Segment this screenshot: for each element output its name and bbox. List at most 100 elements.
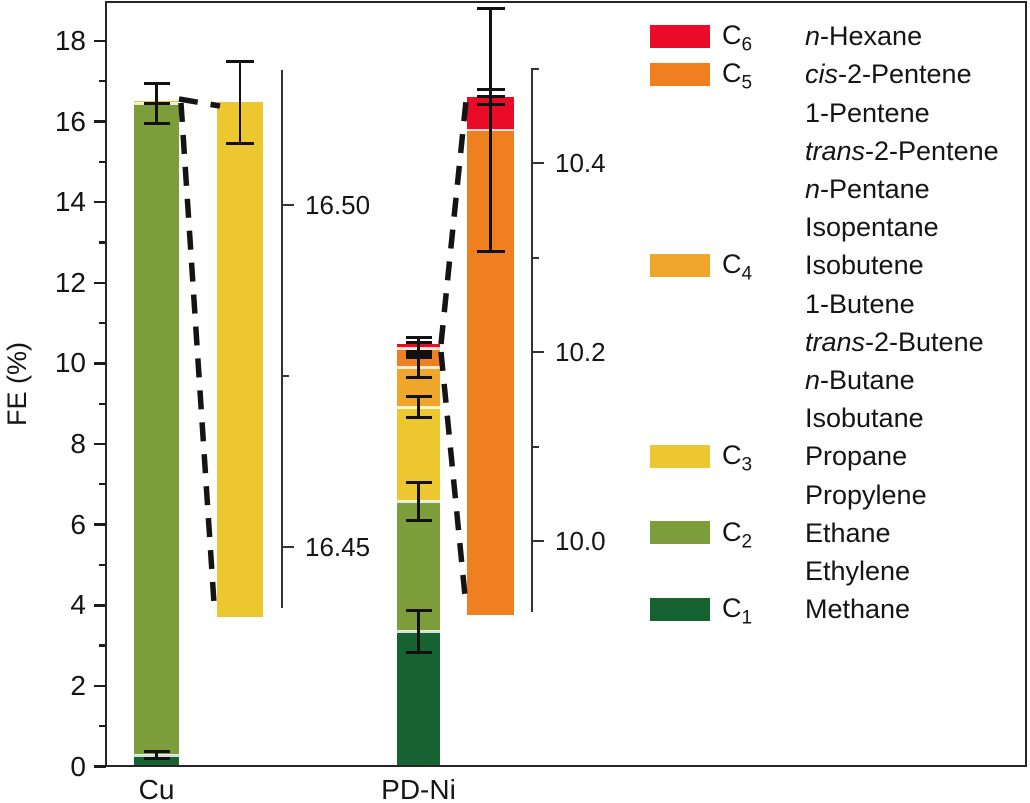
error-bar-cap [405,609,432,612]
inset-major-tick [531,539,544,543]
error-bar-cap [143,122,170,126]
category-label-cu: Cu [138,774,175,803]
error-bar-cap [405,416,432,420]
error-bar-center [143,101,170,105]
inset-axis-line [531,68,533,612]
legend-compound-name: Propylene [805,479,927,510]
legend-swatch-c4 [650,253,710,277]
legend-compound-name: Methane [805,594,911,625]
legend-compound-name: Propane [805,441,908,472]
error-bar-cap [405,376,432,379]
inset-major-tick [281,545,294,549]
y-minor-tick [98,483,106,486]
y-minor-tick [98,321,106,325]
inset-error-bar-cap [226,141,254,145]
inset-minor-tick [531,445,539,448]
bar-segment-c2-cu [134,103,179,756]
legend-compound-name: Isopentane [805,212,939,243]
legend-compound-name: Ethane [805,517,891,548]
legend-swatch-c1 [650,597,710,621]
legend-compound-name: 1-Butene [805,288,915,319]
error-bar-cap [405,355,432,359]
inset-error-bar-cap [226,59,254,63]
error-bar-line [417,357,420,378]
y-minor-tick [98,644,106,647]
y-major-tick [93,765,106,768]
legend-compound-name: cis-2-Pentene [805,59,972,90]
legend-compound-name: Isobutene [805,250,924,281]
y-major-tick [93,684,106,688]
y-tick-label: 12 [54,266,86,298]
bar-segment-c1-cu [134,755,179,766]
y-major-tick [93,604,106,607]
y-major-tick [93,200,106,204]
legend-compound-name: Isobutane [805,403,924,434]
y-tick-label: 16 [54,105,86,137]
inset-error-bar-cap [476,250,505,254]
error-bar-cap [143,750,170,754]
legend-compound-name: n-Hexane [805,21,923,52]
error-bar-cap [405,353,432,357]
inset-error-bar-line [238,61,242,144]
y-major-tick [93,281,106,285]
legend-series-label-c3: C3 [722,440,753,476]
y-minor-tick [98,160,106,163]
legend-swatch-c2 [650,521,710,545]
y-tick-label: 8 [70,428,86,460]
y-major-tick [93,523,106,526]
category-label-pdni: PD-Ni [381,774,456,803]
error-bar-cap [405,480,432,484]
inset-tick-label: 16.45 [305,532,371,562]
inset-tick-label: 10.2 [555,337,606,367]
y-tick-label: 0 [70,750,86,782]
y-major-tick [93,442,106,446]
inset-minor-tick [531,67,539,70]
inset-tick-label: 10.0 [555,526,606,556]
error-bar-cap [143,757,170,761]
y-minor-tick [98,725,106,728]
legend-series-label-c6: C6 [722,20,753,56]
y-major-tick [93,362,106,365]
y-major-tick [93,39,106,43]
y-tick-label: 14 [54,186,86,218]
error-bar-line [417,482,420,521]
inset-major-tick [281,203,294,207]
error-bar-line [417,610,420,653]
legend-series-label-c1: C1 [722,593,753,629]
legend-compound-name: n-Butane [805,365,915,395]
legend-compound-name: Ethylene [805,556,911,586]
error-bar-line [417,396,420,418]
inset-error-bar-center [476,95,505,99]
error-bar-cap [405,336,432,340]
y-tick-label: 6 [70,508,86,540]
error-bar-line [417,337,420,352]
legend-compound-name: trans-2-Butene [805,326,984,357]
inset-tick-label: 16.50 [305,190,371,220]
legend-compound-name: trans-2-Pentene [805,135,999,166]
error-bar-cap [405,518,432,522]
inset-bar-segment-c3 [217,102,263,617]
legend-series-label-c4: C4 [722,249,753,285]
legend-series-label-c5: C5 [722,58,753,94]
legend-compound-name: 1-Pentene [805,97,930,128]
legend-series-label-c2: C2 [722,516,753,553]
y-minor-tick [98,563,106,567]
plot-frame [105,1,1027,767]
error-bar-cap [405,395,432,399]
legend-swatch-c3 [650,444,710,468]
legend-swatch-c5 [650,62,710,86]
inset-error-bar-cap [476,6,505,10]
inset-axis-line [281,70,283,608]
legend-swatch-c6 [650,24,710,48]
y-minor-tick [98,402,106,405]
error-bar-cap [405,650,432,654]
inset-error-bar-cap [476,102,505,106]
y-tick-label: 2 [70,669,86,701]
inset-error-bar-line [489,8,492,252]
inset-minor-tick [281,375,289,377]
inset-error-bar-cap [476,87,505,91]
y-tick-label: 18 [54,24,86,56]
